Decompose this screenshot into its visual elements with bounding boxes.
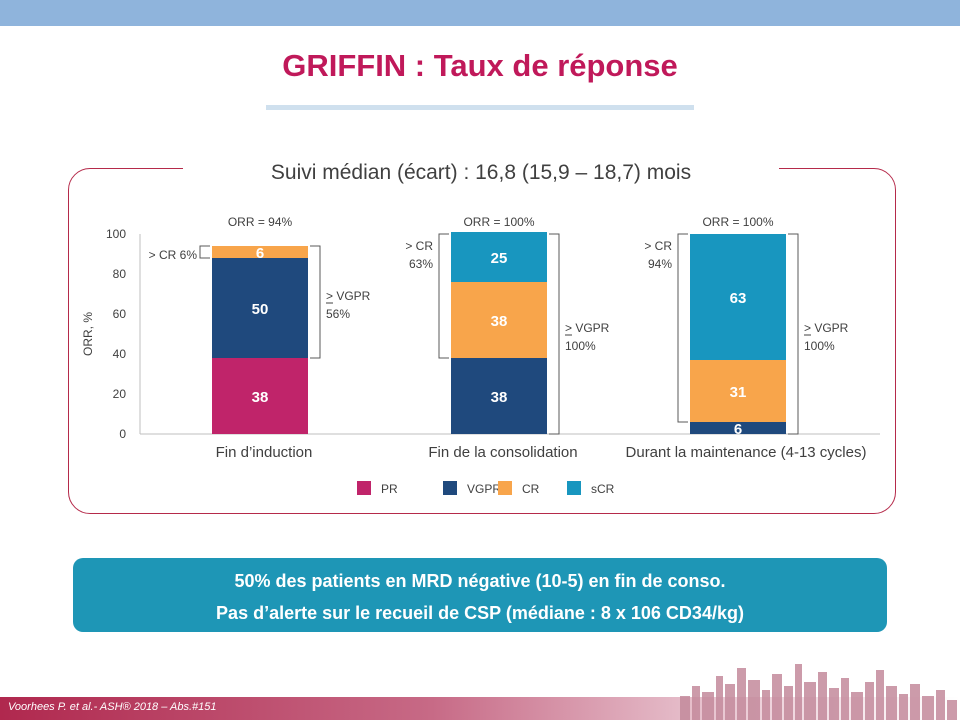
response-bracket [199, 245, 210, 259]
y-tick-label: 20 [113, 387, 127, 401]
chart-subtitle: Suivi médian (écart) : 16,8 (15,9 – 18,7… [183, 156, 779, 190]
top-banner [0, 0, 960, 26]
response-bracket [549, 233, 560, 435]
bar-vgpr [212, 258, 308, 358]
city-skyline-image [680, 664, 957, 720]
legend-swatch-cr [498, 481, 512, 495]
bar-value-label: 25 [491, 250, 508, 267]
y-axis-title: ORR, % [81, 312, 95, 356]
y-tick-label: 60 [113, 307, 127, 321]
legend-label: CR [522, 482, 540, 496]
key-finding-csp: Pas d’alerte sur le recueil de CSP (médi… [216, 603, 744, 623]
bracket-label: 94% [648, 257, 672, 271]
legend-label: VGPR [467, 482, 501, 496]
bracket-label: > VGPR [565, 321, 610, 335]
bar-value-label: 38 [252, 389, 269, 406]
y-tick-label: 40 [113, 347, 127, 361]
orr-label: ORR = 100% [702, 215, 773, 229]
orr-label: ORR = 100% [463, 215, 534, 229]
bar-value-label: 38 [491, 313, 508, 330]
bar-value-label: 38 [491, 389, 508, 406]
bracket-label: > CR 6% [149, 248, 198, 262]
key-finding-mrd: 50% des patients en MRD négative (10-5) … [234, 571, 726, 591]
title-underline [266, 105, 694, 110]
bar-cr [212, 246, 308, 258]
bar-scr [690, 234, 786, 360]
bracket-label: 100% [565, 339, 596, 353]
bar-vgpr [451, 358, 547, 434]
bar-value-label: 6 [734, 421, 742, 438]
orr-label: ORR = 94% [228, 215, 293, 229]
bracket-label: 63% [409, 257, 433, 271]
key-findings-box: 50% des patients en MRD négative (10-5) … [73, 558, 887, 632]
footer-citation: Voorhees P. et al.- ASH® 2018 – Abs.#151 [8, 701, 217, 713]
bracket-label: > VGPR [804, 321, 849, 335]
bracket-label: 100% [804, 339, 835, 353]
bar-vgpr [690, 422, 786, 434]
response-bracket [310, 245, 321, 359]
bracket-label: > CR [644, 239, 672, 253]
legend-label: sCR [591, 482, 615, 496]
legend-swatch-pr [357, 481, 371, 495]
slide-title: GRIFFIN : Taux de réponse [282, 48, 678, 83]
bar-value-label: 50 [252, 301, 269, 318]
bracket-label: 56% [326, 307, 350, 321]
y-tick-label: 100 [106, 227, 126, 241]
legend-swatch-vgpr [443, 481, 457, 495]
bracket-label: > VGPR [326, 289, 371, 303]
response-bracket [438, 233, 449, 359]
bar-value-label: 63 [730, 290, 747, 307]
bar-scr [451, 232, 547, 282]
response-bracket [677, 233, 688, 423]
legend-label: PR [381, 482, 398, 496]
bar-value-label: 6 [256, 245, 264, 262]
bracket-label: > CR [405, 239, 433, 253]
bar-value-label: 31 [730, 384, 747, 401]
legend-swatch-scr [567, 481, 581, 495]
response-bracket [788, 233, 799, 435]
bar-cr [690, 360, 786, 422]
y-tick-label: 0 [119, 427, 126, 441]
bar-pr [212, 358, 308, 434]
x-category-label: Durant la maintenance (4-13 cycles) [626, 444, 867, 461]
y-tick-label: 80 [113, 267, 127, 281]
x-category-label: Fin de la consolidation [428, 444, 577, 461]
bar-cr [451, 282, 547, 358]
x-category-label: Fin d’induction [216, 444, 313, 461]
